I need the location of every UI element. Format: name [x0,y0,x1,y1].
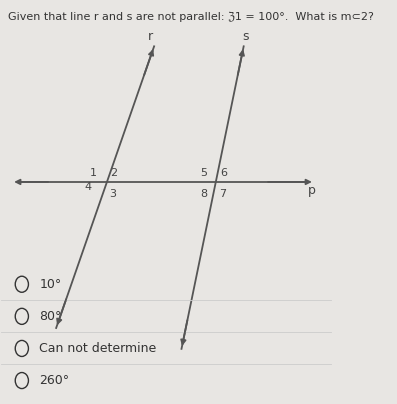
Text: 10°: 10° [39,278,62,291]
Text: Can not determine: Can not determine [39,342,156,355]
Text: 4: 4 [85,182,92,192]
Text: 7: 7 [219,189,226,199]
Text: 8: 8 [200,189,207,199]
Text: 1: 1 [90,168,97,178]
Text: 5: 5 [200,168,207,178]
Text: 2: 2 [110,168,118,178]
Text: 3: 3 [110,189,117,199]
Text: 6: 6 [220,168,227,178]
Text: r: r [148,30,153,43]
Text: s: s [242,30,249,43]
Text: Given that line r and s are not parallel: ℨ1 = 100°.  What is m⊂2?: Given that line r and s are not parallel… [8,11,374,22]
Text: 80°: 80° [39,310,62,323]
Text: 260°: 260° [39,374,69,387]
Text: p: p [308,184,316,197]
